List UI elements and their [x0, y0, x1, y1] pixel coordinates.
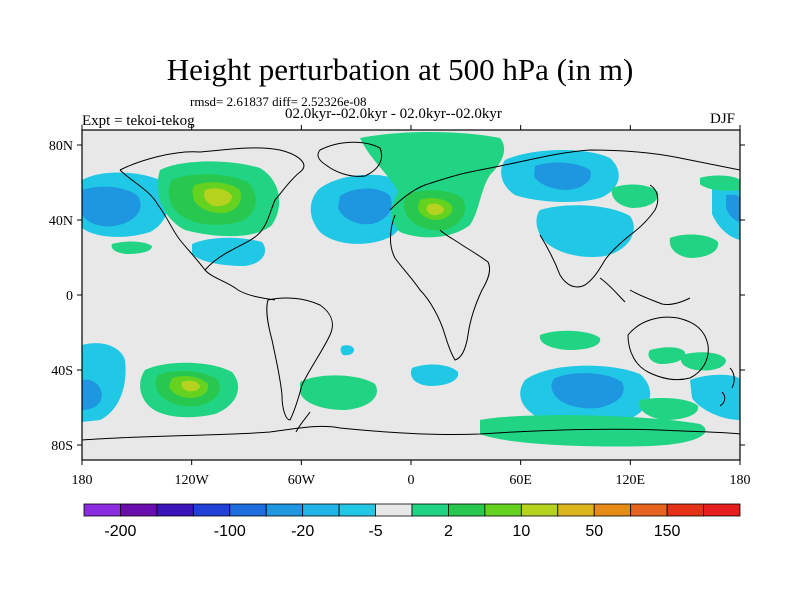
coastline-greenland: [317, 141, 383, 177]
colorbar-swatch: [557, 503, 595, 517]
contour-southern-ocean-high: [480, 415, 706, 447]
colorbar-swatch: [192, 503, 231, 517]
contour-arctic-europe-high: [360, 132, 505, 238]
lon-tick-label: 180: [72, 473, 93, 488]
contour-south-indian-high-east: [648, 347, 686, 364]
colorbar-swatch: [630, 503, 668, 517]
contour-north-pacific-low-core: [82, 186, 141, 227]
coastline-antarctic-peninsula: [295, 411, 311, 433]
contour-south-atlantic-low-small: [340, 345, 354, 356]
contour-south-atlantic-high: [300, 375, 377, 410]
colorbar-swatch: [265, 503, 304, 517]
coastline-north-america-west: [119, 169, 206, 271]
lon-tick-label: 120E: [616, 473, 646, 488]
colorbar-swatch: [520, 503, 559, 517]
contour-south-pacific-high-core: [181, 380, 200, 392]
experiment-label: Expt = tekoi-tekog: [82, 113, 195, 129]
lon-tick-label: 0: [408, 473, 415, 488]
colorbar: -200 -100 -20 -5 2 10 50 150: [83, 503, 741, 540]
contour-south-indian-high-small: [539, 330, 601, 350]
coastline-south-america: [266, 297, 333, 421]
coastlines: [82, 141, 740, 441]
coastline-europe-africa: [389, 165, 501, 361]
season-label: DJF: [710, 111, 736, 127]
coastline-asia: [499, 149, 740, 288]
contour-atlantic-high-small: [111, 241, 152, 254]
colorbar-swatch: [703, 503, 741, 517]
colorbar-swatch: [448, 503, 486, 517]
contour-siberia-low-core: [534, 162, 591, 190]
coastline-antarctica: [82, 425, 740, 441]
coastline-north-america: [119, 147, 305, 301]
stats-text: rmsd= 2.61837 diff= 2.52326e-08: [190, 94, 367, 109]
lat-tick-label: 0: [66, 289, 73, 304]
lon-tick-label: 120W: [175, 473, 210, 488]
period-text: 02.0kyr--02.0kyr - 02.0kyr--02.0kyr: [285, 106, 502, 122]
colorbar-label: 150: [654, 523, 681, 540]
lat-axis: 80N 40N 0 40S 80S: [49, 139, 745, 454]
contour-north-atlantic-low-core: [338, 188, 392, 225]
contour-arctic-pacific-high: [700, 175, 740, 191]
colorbar-label: 50: [585, 523, 603, 540]
colorbar-swatch: [375, 503, 413, 517]
contour-pacific-high-small: [669, 234, 719, 258]
lat-tick-label: 40N: [49, 214, 73, 229]
lon-tick-label: 180: [730, 473, 751, 488]
contour-south-indian-low-core: [551, 373, 624, 409]
lon-axis: 180 120W 60W 0 60E 120E 180: [72, 125, 751, 488]
colorbar-swatch: [229, 503, 267, 517]
colorbar-swatch: [338, 503, 376, 517]
plot-title: Height perturbation at 500 hPa (in m): [166, 52, 634, 87]
colorbar-swatch: [156, 503, 194, 517]
lat-tick-label: 80S: [51, 439, 73, 454]
coastline-new-zealand: [719, 367, 735, 407]
colorbar-label: -20: [291, 523, 314, 540]
colorbar-swatch: [593, 503, 632, 517]
lon-tick-label: 60E: [509, 473, 532, 488]
coastline-australia: [627, 316, 709, 381]
contour-north-america-high-core: [204, 188, 232, 207]
contour-south-atlantic-low: [410, 364, 459, 386]
contour-australia-high-east: [680, 352, 726, 371]
lat-tick-label: 80N: [49, 139, 73, 154]
contour-southern-ocean-high-east: [639, 398, 699, 420]
coastline-southeast-asia: [599, 277, 691, 305]
colorbar-swatch: [666, 503, 704, 517]
colorbar-label: 10: [512, 523, 530, 540]
colorbar-swatch: [83, 503, 121, 517]
colorbar-label: -100: [214, 523, 246, 540]
colorbar-swatch: [120, 503, 158, 517]
colorbar-swatch: [411, 503, 449, 517]
colorbar-label: 2: [444, 523, 453, 540]
colorbar-swatch: [484, 503, 522, 517]
contour-europe-high-core: [426, 203, 444, 216]
colorbar-swatch: [302, 503, 340, 517]
lat-tick-label: 40S: [51, 364, 73, 379]
contour-fields: [82, 132, 740, 447]
contour-east-asia-high-small: [611, 184, 659, 208]
lon-tick-label: 60W: [288, 473, 316, 488]
contour-asia-low: [536, 205, 634, 258]
colorbar-label: -5: [368, 523, 382, 540]
contour-south-pacific-low-west-core: [82, 379, 102, 410]
contour-southern-ocean-low-east: [690, 374, 740, 420]
colorbar-label: -200: [104, 523, 136, 540]
contour-dateline-low-east-core: [726, 194, 740, 222]
